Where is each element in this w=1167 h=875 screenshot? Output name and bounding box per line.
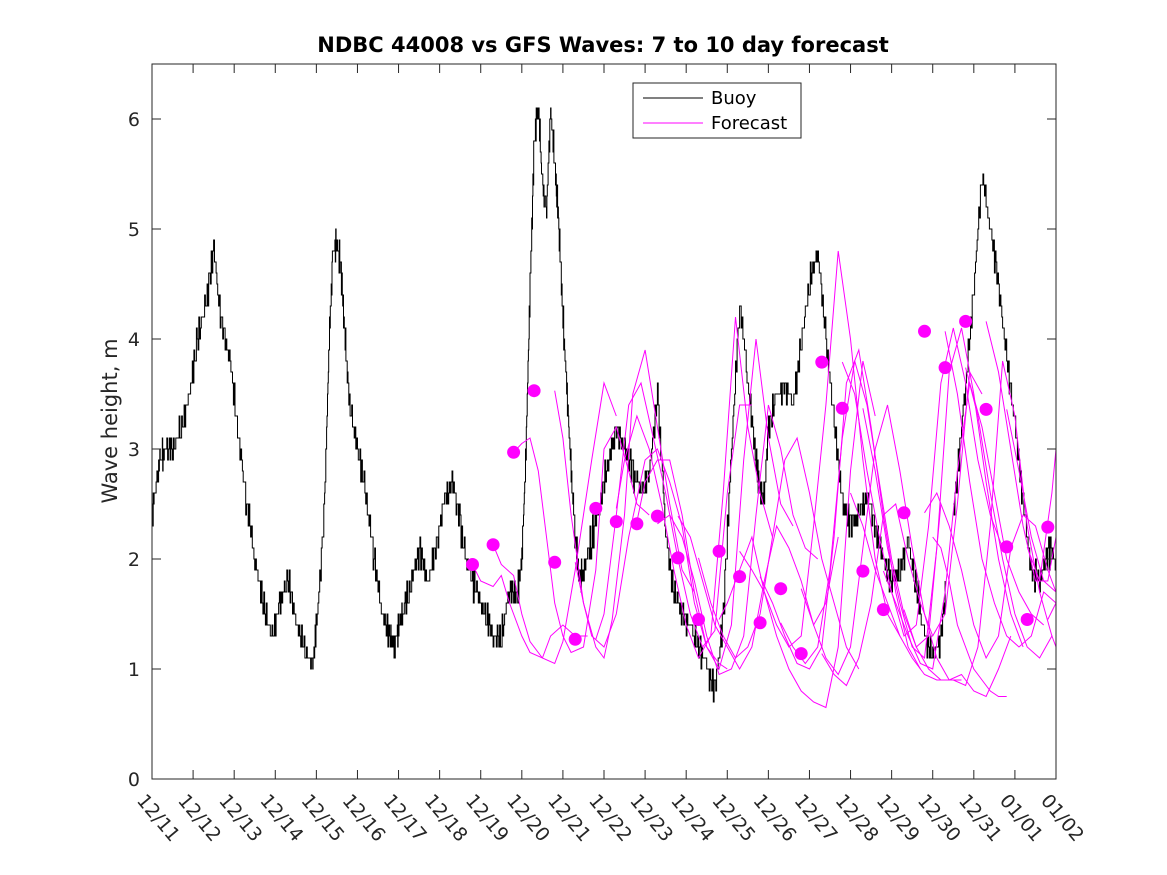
y-axis-label: Wave height, m xyxy=(98,338,122,503)
forecast-line-25 xyxy=(1006,409,1056,593)
forecast-marker-6 xyxy=(589,501,603,515)
y-tick-label-6: 6 xyxy=(128,109,140,131)
forecast-marker-28 xyxy=(1041,520,1055,534)
y-tick-label-5: 5 xyxy=(128,219,140,241)
y-tick-label-1: 1 xyxy=(128,659,140,681)
forecast-line-29 xyxy=(850,492,1012,698)
forecast-marker-21 xyxy=(897,506,911,520)
forecast-marker-22 xyxy=(918,324,931,338)
forecast-marker-3 xyxy=(527,384,541,398)
forecast-line-20 xyxy=(903,360,1053,687)
forecast-marker-15 xyxy=(774,582,788,596)
forecast-line-22 xyxy=(944,331,1056,648)
forecast-line-8 xyxy=(657,404,819,676)
forecast-line-21 xyxy=(924,491,1056,660)
forecast-marker-16 xyxy=(794,647,808,661)
forecast-line-3 xyxy=(554,349,695,660)
y-tick-label-0: 0 xyxy=(128,769,140,791)
chart-title: NDBC 44008 vs GFS Waves: 7 to 10 day for… xyxy=(317,33,888,57)
forecast-line-18 xyxy=(862,327,1024,660)
forecast-line-26 xyxy=(1026,448,1056,582)
plot-area xyxy=(152,64,1056,779)
forecast-marker-17 xyxy=(815,355,829,369)
forecast-line-10 xyxy=(698,436,860,670)
forecast-marker-27 xyxy=(1020,613,1034,626)
y-tick-label-4: 4 xyxy=(128,329,140,351)
forecast-marker-0 xyxy=(466,558,479,571)
series-layer xyxy=(152,107,1056,709)
forecast-line-12 xyxy=(739,250,901,648)
forecast-line-23 xyxy=(965,367,1056,659)
forecast-line-2 xyxy=(513,425,650,654)
forecast-marker-7 xyxy=(609,515,623,529)
forecast-marker-18 xyxy=(835,401,849,415)
forecast-marker-4 xyxy=(548,555,562,569)
forecast-marker-25 xyxy=(979,402,993,416)
buoy-line-segment-0 xyxy=(152,107,946,703)
forecast-line-27 xyxy=(1047,602,1056,620)
forecast-line-6 xyxy=(615,316,773,660)
forecast-marker-19 xyxy=(856,564,870,578)
legend: Buoy Forecast xyxy=(632,82,802,139)
forecast-marker-13 xyxy=(733,570,747,584)
forecast-marker-26 xyxy=(1000,540,1014,554)
forecast-line-24 xyxy=(985,321,1056,582)
forecast-marker-8 xyxy=(630,517,644,531)
forecast-line-17 xyxy=(841,327,1004,637)
forecast-marker-24 xyxy=(959,314,973,328)
forecast-marker-5 xyxy=(568,632,582,646)
forecast-marker-20 xyxy=(876,603,890,617)
forecast-line-28 xyxy=(932,536,1007,697)
forecast-marker-12 xyxy=(712,544,726,558)
forecast-line-15 xyxy=(800,404,962,681)
y-tick-label-3: 3 xyxy=(128,439,140,461)
legend-box xyxy=(632,82,802,139)
legend-buoy-label: Buoy xyxy=(711,88,757,109)
forecast-marker-1 xyxy=(486,538,500,552)
forecast-line-1 xyxy=(492,381,617,665)
y-tick-label-2: 2 xyxy=(128,549,140,571)
forecast-marker-10 xyxy=(671,551,685,565)
forecast-marker-9 xyxy=(650,509,664,523)
forecast-line-11 xyxy=(718,360,876,709)
forecast-marker-11 xyxy=(692,613,705,626)
legend-forecast-label: Forecast xyxy=(711,113,787,134)
forecast-marker-23 xyxy=(938,361,952,375)
forecast-line-19 xyxy=(882,382,1045,670)
forecast-marker-14 xyxy=(753,616,767,630)
forecast-line-16 xyxy=(821,370,983,687)
forecast-marker-2 xyxy=(507,445,521,459)
